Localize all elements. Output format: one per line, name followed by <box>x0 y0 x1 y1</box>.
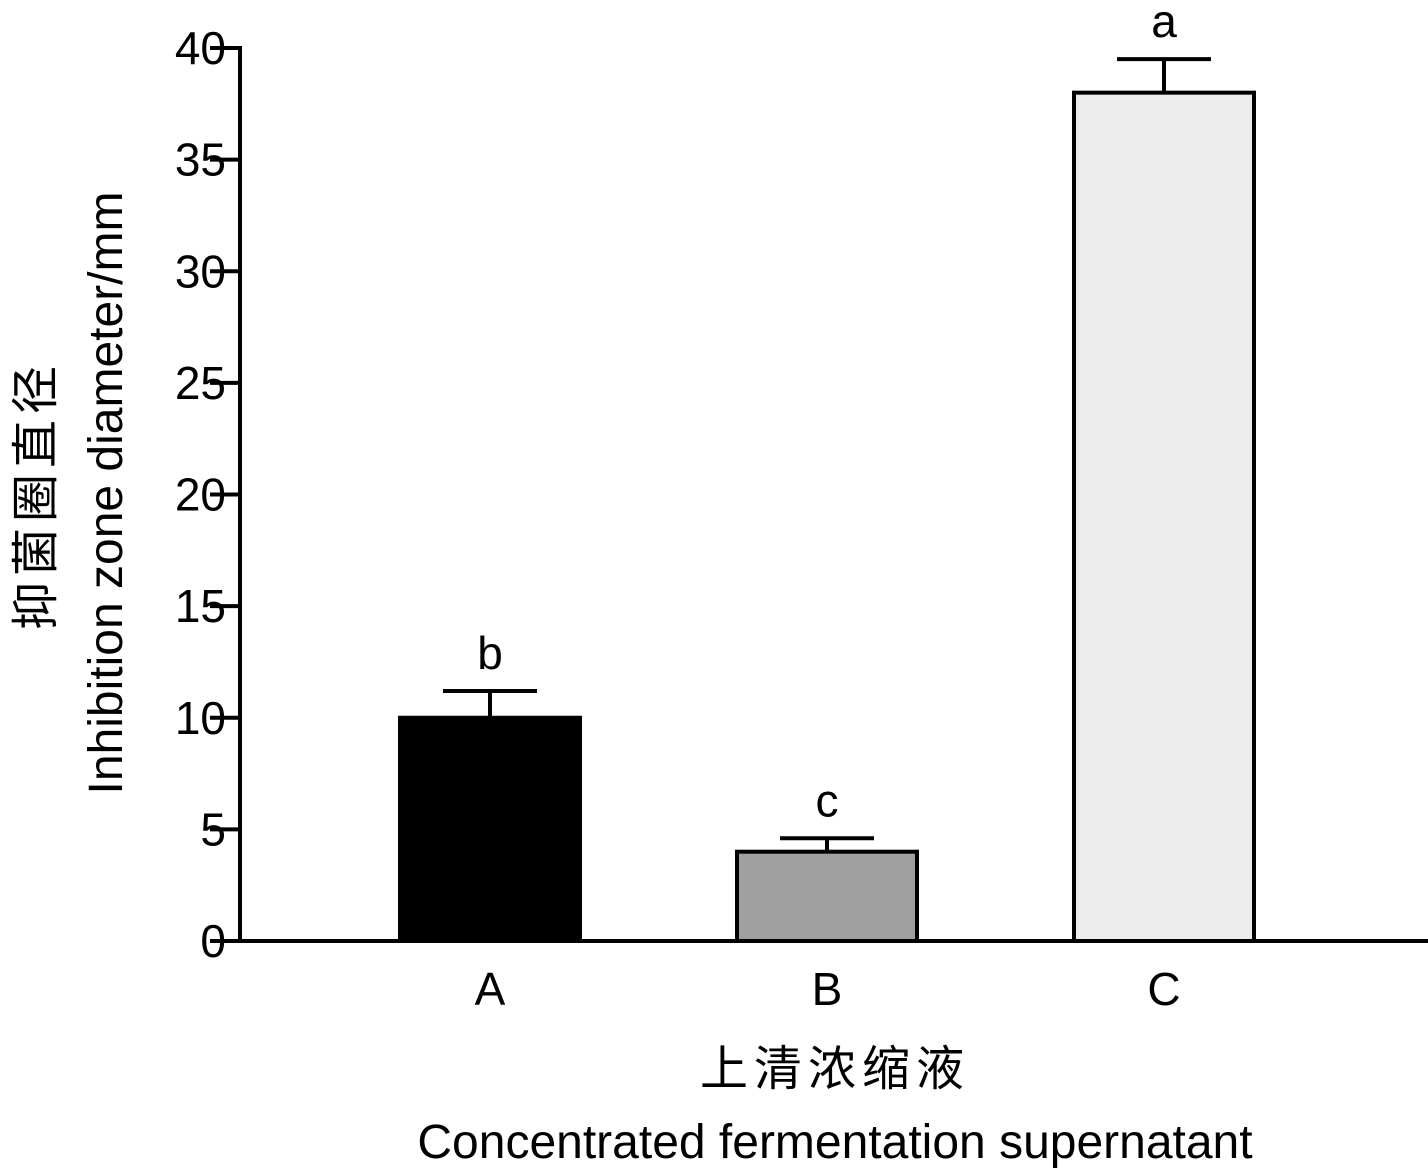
x-category-labels-layer: A B C <box>475 963 1181 1015</box>
y-tick-label: 15 <box>175 580 226 632</box>
x-category-label-A: A <box>475 963 506 1015</box>
y-tick-label: 35 <box>175 134 226 186</box>
y-axis-title-zh: 抑菌圈直径 <box>10 360 63 630</box>
y-ticks-layer: 0 5 10 15 20 25 30 35 40 <box>175 22 240 967</box>
bar-C <box>1072 90 1256 943</box>
significance-labels-layer: b c a <box>477 0 1177 826</box>
bar-B <box>735 849 919 944</box>
x-category-label-C: C <box>1147 963 1180 1015</box>
y-tick-label: 25 <box>175 357 226 409</box>
y-tick-label: 5 <box>200 803 226 855</box>
significance-label-B: c <box>816 774 839 826</box>
significance-label-C: a <box>1151 0 1177 47</box>
x-axis-title-zh: 上清浓缩液 <box>700 1043 970 1096</box>
bar-A <box>398 715 582 943</box>
y-tick-label: 30 <box>175 245 226 297</box>
y-axis-title-en: Inhibition zone diameter/mm <box>80 192 133 795</box>
x-axis-title-en: Concentrated fermentation supernatant <box>417 1116 1252 1169</box>
y-tick-label: 10 <box>175 692 226 744</box>
y-tick-label: 0 <box>200 915 226 967</box>
y-tick-label: 40 <box>175 22 226 74</box>
y-tick-label: 20 <box>175 469 226 521</box>
x-category-label-B: B <box>812 963 843 1015</box>
error-bars-layer <box>443 57 1211 852</box>
significance-label-A: b <box>477 627 503 679</box>
